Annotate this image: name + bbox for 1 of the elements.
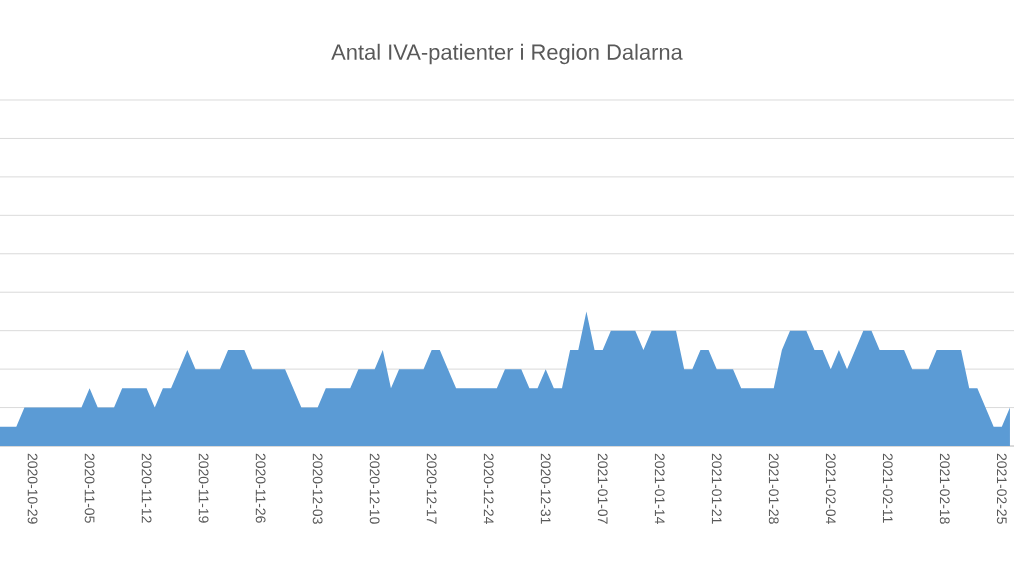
chart-title: Antal IVA-patienter i Region Dalarna bbox=[331, 43, 683, 65]
